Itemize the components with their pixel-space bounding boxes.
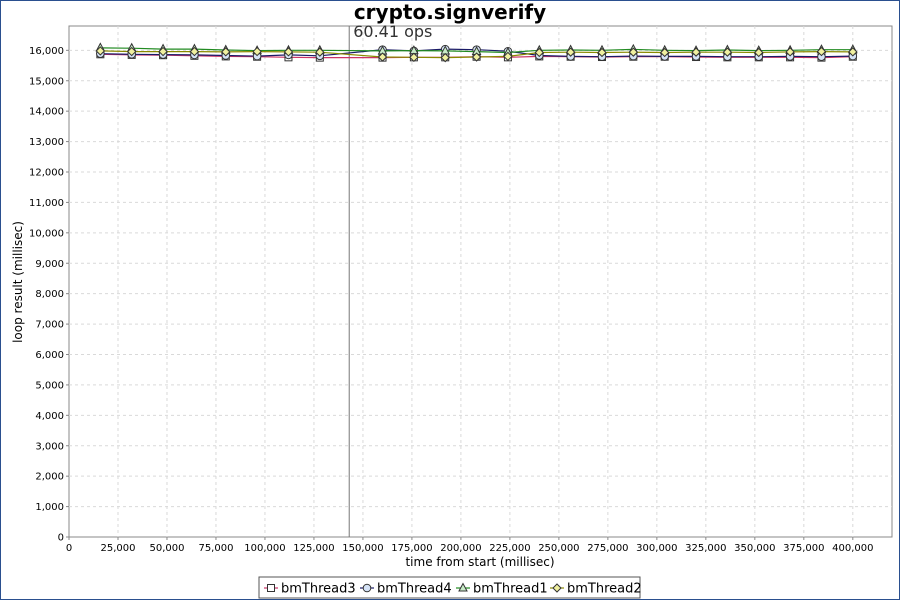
x-tick-label: 0 bbox=[66, 543, 72, 554]
y-tick-label: 15,000 bbox=[29, 76, 64, 87]
series-line bbox=[100, 47, 853, 54]
y-tick-label: 9,000 bbox=[35, 259, 64, 270]
y-tick-label: 0 bbox=[58, 533, 64, 544]
data-point bbox=[252, 46, 262, 57]
data-point bbox=[158, 46, 168, 57]
x-axis-ticks: 0 25,000 50,000 75,000 100,000 125,000 150,000… bbox=[66, 537, 873, 554]
legend-label: bmThread1 bbox=[473, 582, 548, 597]
x-tick-label: 275,000 bbox=[587, 543, 628, 554]
data-point bbox=[565, 47, 576, 57]
data-point bbox=[189, 46, 200, 57]
x-tick-label: 50,000 bbox=[149, 543, 184, 554]
x-tick-label: 125,000 bbox=[293, 543, 334, 554]
y-tick-label: 3,000 bbox=[35, 441, 64, 452]
data-point bbox=[95, 46, 106, 56]
series-line bbox=[100, 48, 853, 58]
legend-item-bmThread4: bmThread4 bbox=[360, 582, 452, 597]
data-point bbox=[409, 52, 419, 63]
x-tick-label: 325,000 bbox=[685, 543, 726, 554]
data-point bbox=[659, 47, 670, 58]
grid-lines bbox=[69, 26, 892, 537]
data-point bbox=[440, 52, 450, 63]
data-point bbox=[848, 47, 858, 57]
data-point bbox=[126, 46, 137, 57]
legend-label: bmThread2 bbox=[567, 582, 642, 597]
x-tick-label: 150,000 bbox=[342, 543, 383, 554]
legend-label: bmThread4 bbox=[377, 582, 452, 597]
data-point bbox=[534, 47, 544, 58]
x-tick-label: 300,000 bbox=[636, 543, 677, 554]
legend-item-bmThread2: bmThread2 bbox=[550, 582, 642, 597]
y-tick-label: 7,000 bbox=[35, 320, 64, 331]
data-point bbox=[691, 47, 701, 57]
data-point bbox=[221, 47, 231, 57]
legend-marker bbox=[362, 583, 372, 593]
y-axis-label: loop result (millisec) bbox=[11, 221, 25, 343]
legend-marker bbox=[552, 583, 562, 593]
data-point bbox=[816, 46, 827, 57]
series-line bbox=[100, 50, 853, 59]
chart-title: crypto.signverify bbox=[354, 0, 546, 24]
x-tick-label: 350,000 bbox=[734, 543, 775, 554]
y-tick-label: 11,000 bbox=[29, 198, 64, 209]
y-tick-label: 6,000 bbox=[35, 350, 64, 361]
y-tick-label: 4,000 bbox=[35, 411, 64, 422]
legend-marker bbox=[458, 582, 468, 592]
y-axis-ticks: 0 1,000 2,000 3,000 4,000 5,000 6,000 7,000 8,00… bbox=[29, 46, 69, 544]
data-point bbox=[315, 47, 325, 57]
legend-box bbox=[258, 576, 641, 599]
data-point bbox=[722, 47, 733, 57]
x-tick-label: 250,000 bbox=[538, 543, 579, 554]
data-point bbox=[377, 52, 388, 62]
legend-item-bmThread1: bmThread1 bbox=[456, 582, 548, 597]
y-tick-label: 8,000 bbox=[35, 289, 64, 300]
legend-item-bmThread3: bmThread3 bbox=[264, 582, 356, 597]
data-point bbox=[471, 52, 482, 62]
legend-label: bmThread3 bbox=[281, 582, 356, 597]
legend-marker bbox=[267, 584, 275, 592]
series-layer bbox=[95, 42, 858, 63]
series-bmThread2 bbox=[95, 46, 858, 63]
y-tick-label: 10,000 bbox=[29, 228, 64, 239]
data-point bbox=[785, 47, 795, 57]
x-tick-label: 175,000 bbox=[391, 543, 432, 554]
y-tick-label: 12,000 bbox=[29, 168, 64, 179]
x-tick-label: 375,000 bbox=[783, 543, 824, 554]
x-tick-label: 200,000 bbox=[440, 543, 481, 554]
y-tick-label: 14,000 bbox=[29, 107, 64, 118]
y-tick-label: 16,000 bbox=[29, 46, 64, 57]
y-tick-label: 1,000 bbox=[35, 502, 64, 513]
x-tick-label: 25,000 bbox=[100, 543, 135, 554]
x-tick-label: 400,000 bbox=[832, 543, 873, 554]
y-tick-label: 5,000 bbox=[35, 380, 64, 391]
data-point bbox=[503, 51, 513, 62]
data-point bbox=[628, 47, 639, 57]
x-tick-label: 225,000 bbox=[489, 543, 530, 554]
data-point bbox=[597, 47, 607, 58]
plot-area bbox=[68, 25, 893, 538]
x-tick-label: 100,000 bbox=[244, 543, 285, 554]
data-point bbox=[283, 47, 294, 57]
legend: bmThread3 bmThread4 bmThread1 bmThread2 bbox=[258, 576, 642, 599]
x-axis-label: time from start (millisec) bbox=[405, 555, 554, 569]
data-point bbox=[754, 47, 764, 58]
y-tick-label: 2,000 bbox=[35, 472, 64, 483]
x-tick-label: 75,000 bbox=[198, 543, 233, 554]
annotation-label: 60.41 ops bbox=[353, 22, 432, 41]
y-tick-label: 13,000 bbox=[29, 137, 64, 148]
